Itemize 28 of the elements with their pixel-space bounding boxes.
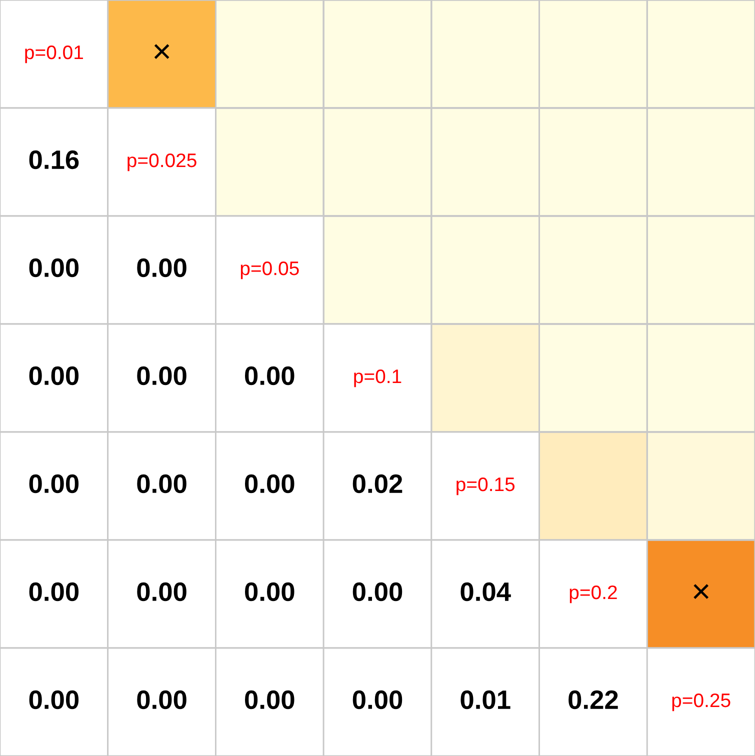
data-label: p=0.01: [25, 45, 83, 64]
data-label: 0.00: [137, 582, 186, 602]
data-label: 0.00: [29, 258, 79, 278]
data-label: p=0.1: [354, 369, 402, 388]
data-label: p=0.15: [456, 477, 515, 496]
data-label: 0.00: [29, 474, 79, 494]
data-label: p=0.25: [672, 693, 730, 712]
data-label: 0.16: [29, 150, 79, 170]
data-label: 0.00: [29, 582, 79, 602]
data-label: 0.01: [460, 690, 510, 710]
data-label: 0.00: [137, 258, 186, 278]
data-label: 0.22: [568, 690, 618, 710]
data-label: 0.00: [352, 582, 402, 602]
data-label: 0.00: [245, 366, 294, 386]
data-label: 0.02: [352, 474, 402, 494]
data-label: 0.00: [29, 366, 79, 386]
data-label: 0.00: [352, 690, 402, 710]
data-label: 0.00: [29, 690, 79, 710]
data-label: p=0.025: [128, 153, 196, 172]
data-label: 0.00: [137, 690, 186, 710]
data-label: 0.04: [460, 582, 511, 602]
data-label: 0.00: [137, 474, 186, 494]
data-label: p=0.05: [240, 261, 299, 280]
data-label: 0.00: [245, 474, 294, 494]
data-label: 0.00: [245, 690, 294, 710]
data-label: 0.00: [137, 366, 186, 386]
data-label: p=0.2: [570, 585, 617, 604]
data-label: 0.00: [245, 582, 294, 602]
